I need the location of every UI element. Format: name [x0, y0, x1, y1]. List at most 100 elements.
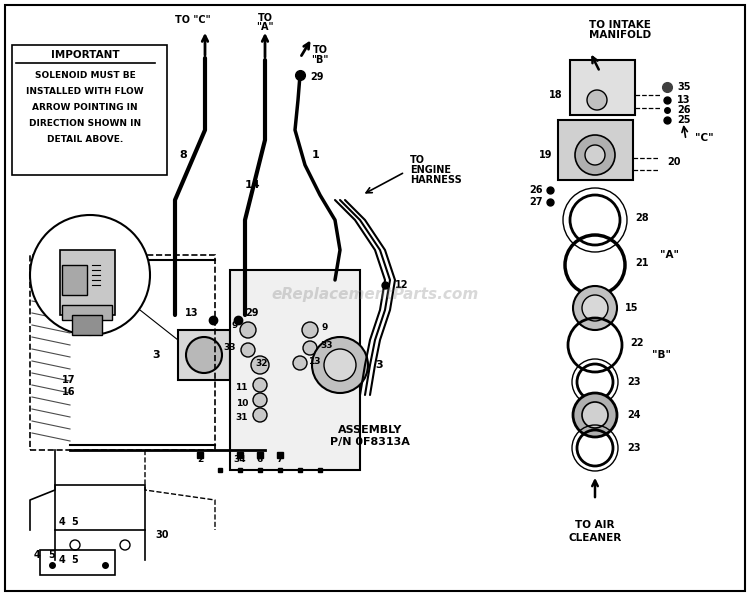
Text: 4: 4 [33, 550, 40, 560]
Text: ENGINE: ENGINE [410, 165, 451, 175]
Text: TO INTAKE: TO INTAKE [589, 20, 651, 30]
Text: "B": "B" [652, 350, 671, 360]
Bar [178, 330, 230, 380]
Text: 23: 23 [627, 377, 640, 387]
Text: 4: 4 [58, 517, 65, 527]
Text: 11: 11 [236, 383, 248, 393]
Circle shape [303, 341, 317, 355]
Text: 13: 13 [184, 308, 198, 318]
Circle shape [582, 402, 608, 428]
Text: 26: 26 [677, 105, 691, 115]
Text: SOLENOID MUST BE: SOLENOID MUST BE [34, 70, 135, 79]
Text: DIRECTION SHOWN IN: DIRECTION SHOWN IN [29, 119, 141, 128]
Text: 28: 28 [635, 213, 649, 223]
Text: 23: 23 [627, 443, 640, 453]
Circle shape [573, 393, 617, 437]
Text: 3: 3 [375, 360, 382, 370]
Text: 3: 3 [152, 350, 160, 360]
Circle shape [575, 135, 615, 175]
Text: 27: 27 [530, 197, 543, 207]
Text: 31: 31 [236, 414, 248, 423]
Circle shape [585, 145, 605, 165]
Circle shape [312, 337, 368, 393]
Text: ASSEMBLY: ASSEMBLY [338, 425, 402, 435]
Bar [230, 270, 360, 470]
Circle shape [251, 356, 269, 374]
Text: "A": "A" [256, 22, 274, 32]
Text: 8: 8 [179, 150, 187, 160]
Text: 14: 14 [244, 180, 260, 190]
Circle shape [587, 90, 607, 110]
Text: 5: 5 [72, 555, 78, 565]
Text: 29: 29 [245, 308, 259, 318]
Text: 34: 34 [234, 455, 246, 464]
Bar [60, 250, 115, 315]
Bar [55, 485, 145, 530]
Text: 5: 5 [49, 550, 55, 560]
Circle shape [573, 286, 617, 330]
Text: TO "C": TO "C" [176, 15, 211, 25]
Text: 35: 35 [677, 82, 691, 92]
Text: "C": "C" [695, 133, 714, 143]
Text: TO AIR: TO AIR [575, 520, 615, 530]
Text: 5: 5 [72, 517, 78, 527]
Text: 33: 33 [320, 342, 332, 350]
Bar [558, 120, 633, 180]
Text: 21: 21 [635, 258, 649, 268]
Text: 16: 16 [62, 387, 75, 397]
Text: CLEANER: CLEANER [568, 533, 622, 543]
Text: TO: TO [410, 155, 425, 165]
Text: 15: 15 [625, 303, 638, 313]
Text: HARNESS: HARNESS [410, 175, 462, 185]
Text: ARROW POINTING IN: ARROW POINTING IN [32, 103, 138, 111]
Text: 7: 7 [277, 455, 284, 464]
Bar [30, 255, 215, 450]
Text: 10: 10 [236, 399, 248, 408]
Text: "B": "B" [311, 55, 328, 65]
Bar [40, 550, 115, 575]
Circle shape [253, 378, 267, 392]
Text: 17: 17 [62, 375, 75, 385]
Text: 9: 9 [322, 324, 328, 333]
Text: 9: 9 [232, 321, 238, 330]
Text: IMPORTANT: IMPORTANT [51, 50, 119, 60]
Text: 29: 29 [310, 72, 323, 82]
Text: TO: TO [257, 13, 272, 23]
Bar [72, 315, 102, 335]
Text: 1: 1 [312, 150, 320, 160]
Text: 6: 6 [256, 455, 263, 464]
Text: 33: 33 [224, 343, 236, 352]
Circle shape [241, 343, 255, 357]
Text: TO: TO [313, 45, 328, 55]
Circle shape [293, 356, 307, 370]
Text: 20: 20 [667, 157, 680, 167]
Text: DETAIL ABOVE.: DETAIL ABOVE. [46, 135, 123, 144]
Circle shape [186, 337, 222, 373]
Text: eReplacementParts.com: eReplacementParts.com [272, 287, 478, 303]
Text: 30: 30 [155, 530, 169, 540]
Text: 19: 19 [538, 150, 552, 160]
Circle shape [30, 215, 150, 335]
Bar [570, 60, 635, 115]
Text: 32: 32 [256, 359, 268, 368]
Circle shape [324, 349, 356, 381]
Text: 25: 25 [677, 115, 691, 125]
Text: 18: 18 [549, 90, 563, 100]
Circle shape [582, 295, 608, 321]
Text: 24: 24 [627, 410, 640, 420]
Circle shape [302, 322, 318, 338]
Circle shape [253, 408, 267, 422]
Text: 13: 13 [308, 356, 320, 365]
Text: MANIFOLD: MANIFOLD [589, 30, 651, 40]
Text: 12: 12 [395, 280, 409, 290]
Text: 22: 22 [630, 338, 644, 348]
Text: 4: 4 [58, 555, 65, 565]
Text: 26: 26 [530, 185, 543, 195]
Text: P/N 0F8313A: P/N 0F8313A [330, 437, 410, 447]
Circle shape [240, 322, 256, 338]
Bar [12, 45, 167, 175]
Text: 13: 13 [677, 95, 691, 105]
Circle shape [253, 393, 267, 407]
Bar [62, 305, 112, 320]
Text: 2: 2 [196, 455, 203, 464]
